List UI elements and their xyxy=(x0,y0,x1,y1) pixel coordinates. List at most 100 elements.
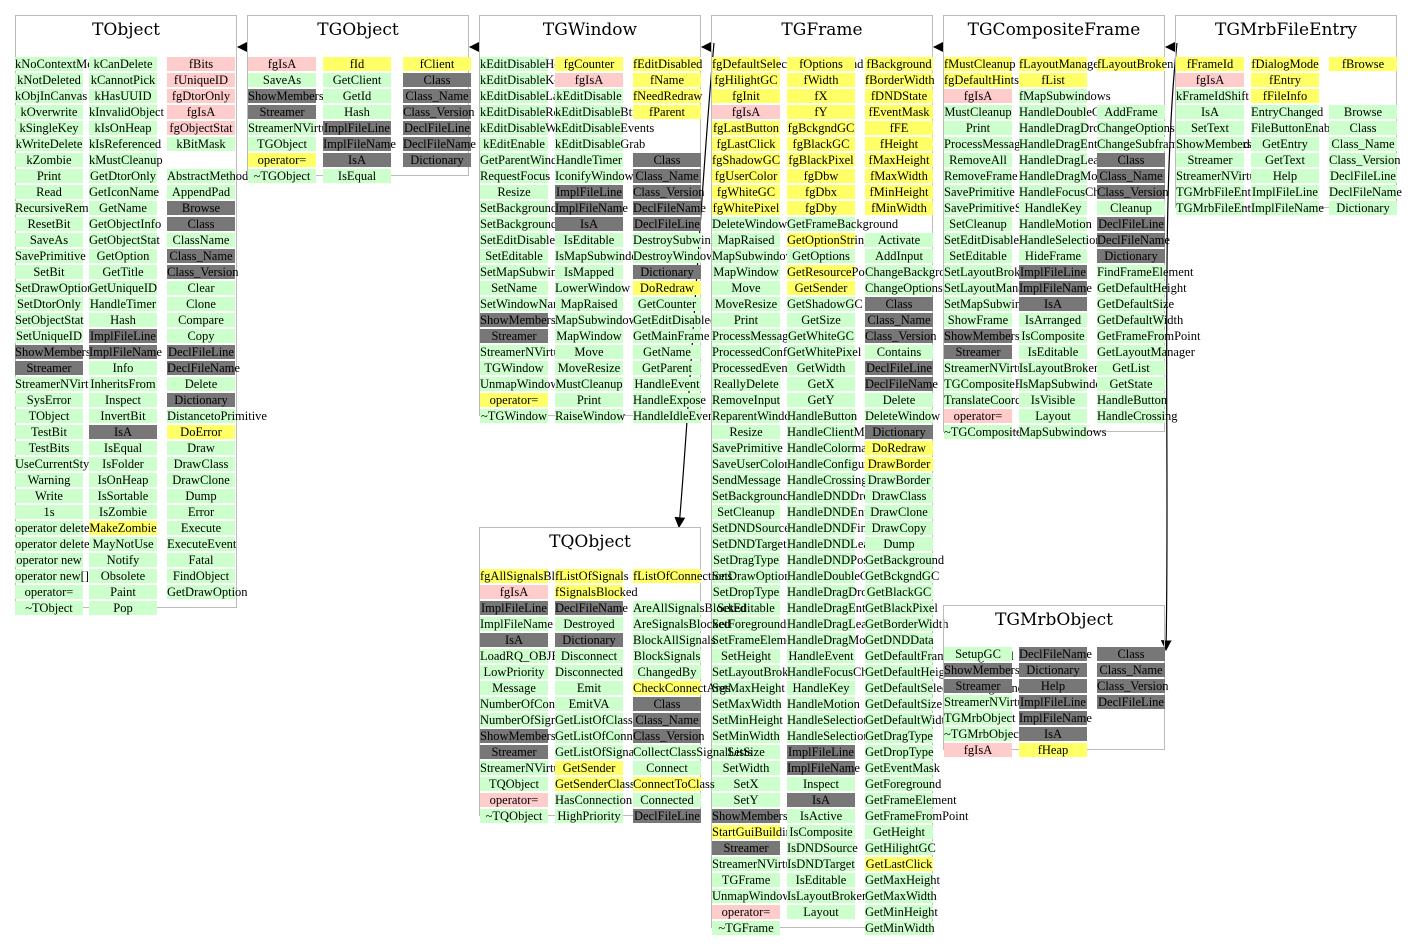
member-y-startguibuilding: StartGuiBuilding xyxy=(712,825,799,839)
member-d-isa: IsA xyxy=(323,153,391,167)
member-g-draw: Draw xyxy=(167,441,235,455)
member-g-getbckgndgc: GetBckgndGC xyxy=(865,569,940,583)
member-g-drawclone: DrawClone xyxy=(167,473,235,487)
member-g-getdefaultframebackground: GetDefaultFrameBackground xyxy=(865,649,1014,663)
member-g-classname: ClassName xyxy=(167,233,235,247)
member-g-requestfocus: RequestFocus xyxy=(480,169,551,183)
member-g-kisreferenced: kIsReferenced xyxy=(89,137,162,151)
member-d-declfileline: DeclFileLine xyxy=(633,217,701,231)
member-g-setname: SetName xyxy=(480,281,548,295)
member-g-handledragenter: HandleDragEnter xyxy=(1019,137,1108,151)
member-d-implfilename: ImplFileName xyxy=(89,345,162,359)
member-g-loadrq-object: LoadRQ_OBJECT xyxy=(480,649,576,663)
member-g-isvisible: IsVisible xyxy=(1019,393,1087,407)
member-g-destroyed: Destroyed xyxy=(555,617,623,631)
member-y-fgblackgc: fgBlackGC xyxy=(787,137,855,151)
member-g-isequal: IsEqual xyxy=(89,441,157,455)
member-y-doerror: DoError xyxy=(167,425,235,439)
member-g-handlebutton: HandleButton xyxy=(1097,393,1168,407)
member-y-fheight: fHeight xyxy=(865,137,933,151)
member-d-browse: Browse xyxy=(167,201,235,215)
member-g-seteditdisabled: SetEditDisabled xyxy=(944,233,1026,247)
member-y-fframeid: fFrameId xyxy=(1176,57,1244,71)
member-y-fclient: fClient xyxy=(403,57,471,71)
member-g-processedevent: ProcessedEvent xyxy=(712,361,792,375)
class-title: TGWindow xyxy=(542,20,638,40)
member-g-layout: Layout xyxy=(787,905,855,919)
member-g--tgframe: ~TGFrame xyxy=(712,921,780,935)
member-g-setdragtype: SetDragType xyxy=(712,553,780,567)
member-g-error: Error xyxy=(167,505,235,519)
member-d-streamer: Streamer xyxy=(15,361,83,375)
member-y-flayoutmanager: fLayoutManager xyxy=(1019,57,1103,71)
member-g-handleevent: HandleEvent xyxy=(787,649,855,663)
member-d-isa: IsA xyxy=(1019,297,1087,311)
member-g-tgcompositeframe: TGCompositeFrame xyxy=(944,377,1047,391)
member-g-getdnddata: GetDNDData xyxy=(865,633,934,647)
member-d-declfileline: DeclFileLine xyxy=(167,345,235,359)
member-g-layout: Layout xyxy=(1019,409,1087,423)
member-g-setlayoutbroken: SetLayoutBroken xyxy=(712,665,801,679)
member-g-getx: GetX xyxy=(787,377,855,391)
member-g-sety: SetY xyxy=(712,793,780,807)
member-d-showmembers: ShowMembers xyxy=(248,89,324,103)
member-g-pop: Pop xyxy=(89,601,157,615)
member-g-declfilename: DeclFileName xyxy=(1329,185,1402,199)
member-g-seteditdisabled: SetEditDisabled xyxy=(480,233,562,247)
member-g-syserror: SysError xyxy=(15,393,83,407)
member-g-streamernvirtual: StreamerNVirtual xyxy=(712,857,801,871)
member-g-isdndsource: IsDNDSource xyxy=(787,841,858,855)
member-g-setbackgroundcolor: SetBackgroundColor xyxy=(480,201,586,215)
member-d-declfileline: DeclFileLine xyxy=(1097,695,1165,709)
member-g-setmapsubwindows: SetMapSubwindows xyxy=(480,265,584,279)
member-g-resize: Resize xyxy=(480,185,548,199)
member-g-1s: 1s xyxy=(15,505,83,519)
member-g-getparent: GetParent xyxy=(633,361,701,375)
member-g-recursiveremove: RecursiveRemove xyxy=(15,201,107,215)
member-g-handledoubleclick: HandleDoubleClick xyxy=(1019,105,1119,119)
member-g-destroysubwindows: DestroySubwindows xyxy=(633,233,738,247)
member-g-paint: Paint xyxy=(89,585,157,599)
member-g-setdrawoption: SetDrawOption xyxy=(15,281,94,295)
member-g-drawborder: DrawBorder xyxy=(865,473,933,487)
member-g-dictionary: Dictionary xyxy=(1329,201,1397,215)
member-g-executeevent: ExecuteEvent xyxy=(167,537,237,551)
member-g-highpriority: HighPriority xyxy=(555,809,623,823)
member-g-changesubframesbackground: ChangeSubframesBackground xyxy=(1097,137,1250,151)
member-g-getname: GetName xyxy=(633,345,701,359)
member-g-streamernvirtual: StreamerNVirtual xyxy=(944,361,1033,375)
member-r-fgisa: fgIsA xyxy=(480,585,548,599)
member-g-getname: GetName xyxy=(89,201,157,215)
member-g-streamernvirtual: StreamerNVirtual xyxy=(480,761,569,775)
member-g-getframefrompoint: GetFrameFromPoint xyxy=(1097,329,1201,343)
member-y-checkconnectargs: CheckConnectArgs xyxy=(633,681,731,695)
member-y-fginit: fgInit xyxy=(712,89,780,103)
member-g-operator-new: operator new xyxy=(15,553,83,567)
member-g-handletimer: HandleTimer xyxy=(89,297,157,311)
member-g-keditdisablegrab: kEditDisableGrab xyxy=(555,137,646,151)
member-g-hasconnection: HasConnection xyxy=(555,793,633,807)
class-title: TGMrbObject xyxy=(995,610,1113,630)
member-g-handledragenter: HandleDragEnter xyxy=(787,601,876,615)
member-g-getcounter: GetCounter xyxy=(633,297,701,311)
member-g-mapsubwindows: MapSubwindows xyxy=(1019,425,1107,439)
member-y-getoptionstring: GetOptionString xyxy=(787,233,871,247)
member-g-knocontextmenu: kNoContextMenu xyxy=(15,57,106,71)
member-g-implfilename: ImplFileName xyxy=(480,617,553,631)
member-g-move: Move xyxy=(712,281,780,295)
member-d-declfileline: DeclFileLine xyxy=(633,809,701,823)
member-r-funiqueid: fUniqueID xyxy=(167,73,235,87)
member-g-getwhitegc: GetWhiteGC xyxy=(787,329,855,343)
member-g-unmapwindow: UnmapWindow xyxy=(712,889,792,903)
member-g-settext: SetText xyxy=(1176,121,1244,135)
member-y-fminwidth: fMinWidth xyxy=(865,201,933,215)
member-g-iszombie: IsZombie xyxy=(89,505,157,519)
member-g-destroywindow: DestroyWindow xyxy=(633,249,716,263)
member-g-keditdisableresize: kEditDisableResize xyxy=(480,105,579,119)
member-y-fgwhitepixel: fgWhitePixel xyxy=(712,201,780,215)
member-g-blocksignals: BlockSignals xyxy=(633,649,701,663)
member-g-getbackground: GetBackground xyxy=(865,553,945,567)
member-d-declfileline: DeclFileLine xyxy=(403,121,471,135)
member-y-fmaxheight: fMaxHeight xyxy=(865,153,933,167)
member-g-deletewindowcallback: DeleteWindowCallback xyxy=(712,217,832,231)
